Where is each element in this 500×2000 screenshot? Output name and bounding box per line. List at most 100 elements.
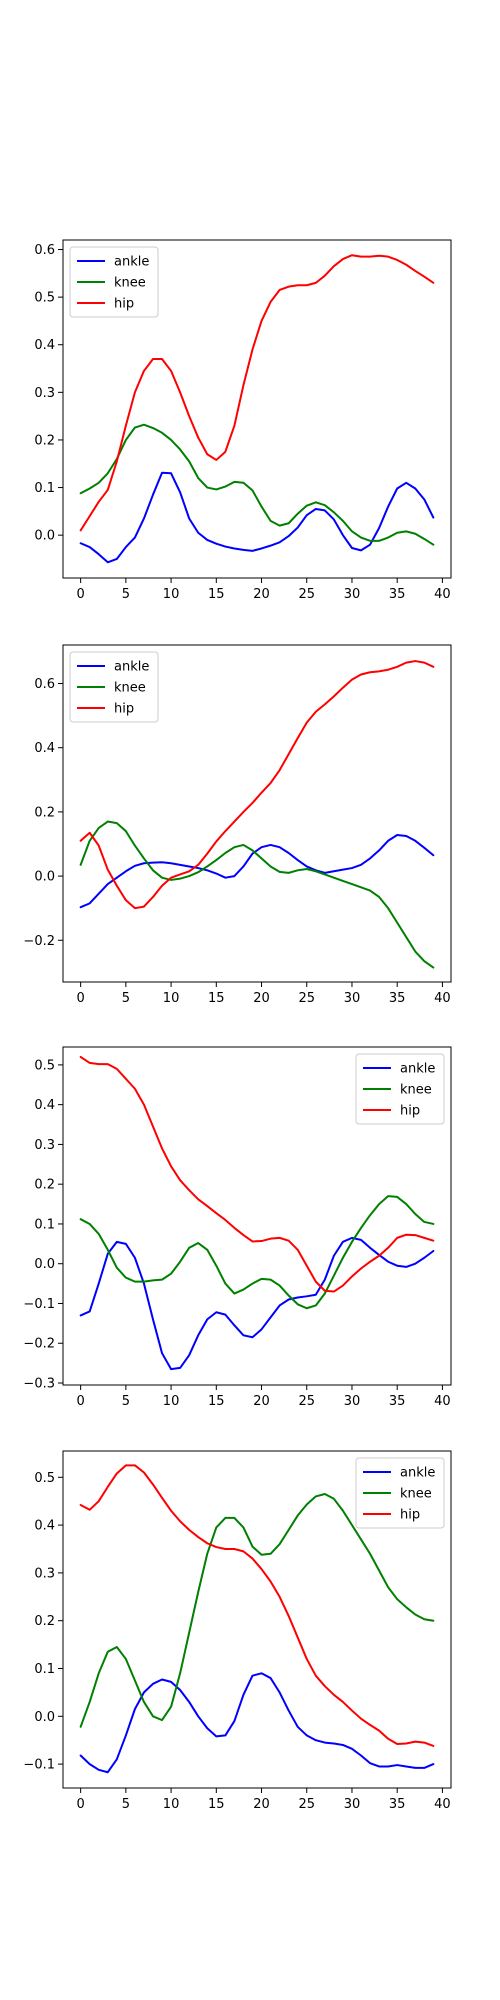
x-tick-label: 35 xyxy=(389,1394,406,1409)
legend-box xyxy=(355,1053,445,1125)
y-tick-label: 0.1 xyxy=(34,1217,55,1232)
legend-label-hip: hip xyxy=(400,1104,420,1119)
chart-panel-4: 0 5 10 15 20 25 30 35 40 −0.1 0.0 0.1 0.2 0.3 0.4 0.5 an… xyxy=(23,1450,452,1812)
x-tick-label: 5 xyxy=(122,1797,130,1812)
y-tick-label: 0.1 xyxy=(34,481,55,496)
legend-label-hip: hip xyxy=(114,297,134,312)
legend-label-hip: hip xyxy=(114,702,134,717)
x-tick-label: 25 xyxy=(298,1797,315,1812)
x-tick-label: 5 xyxy=(122,1394,130,1409)
x-tick-label: 15 xyxy=(208,991,225,1006)
y-tick-label: 0.4 xyxy=(34,338,55,353)
y-tick-label: 0.3 xyxy=(34,1566,55,1581)
legend-label-knee: knee xyxy=(114,276,146,291)
x-tick-label: 10 xyxy=(163,587,180,602)
x-tick-label: 20 xyxy=(253,1394,270,1409)
legend-label-ankle: ankle xyxy=(400,1466,435,1481)
x-tick-label: 30 xyxy=(344,1797,361,1812)
axes-frame xyxy=(62,644,452,983)
legend-label-ankle: ankle xyxy=(114,660,149,675)
x-tick-label: 30 xyxy=(344,991,361,1006)
x-tick-label: 15 xyxy=(208,1394,225,1409)
x-tick-label: 0 xyxy=(76,1797,84,1812)
series-line-hip xyxy=(79,1464,435,1747)
x-tick-label: 0 xyxy=(76,1394,84,1409)
y-tick-label: 0.2 xyxy=(34,1614,55,1629)
chart-panel-2: 0 5 10 15 20 25 30 35 40 −0.2 0.0 0.2 0.4 0.6 ankle kne… xyxy=(23,644,452,1006)
x-tick-label: 0 xyxy=(76,991,84,1006)
y-tick-label: 0.0 xyxy=(34,1710,55,1725)
x-tick-label: 0 xyxy=(76,587,84,602)
legend-box xyxy=(355,1457,445,1529)
y-tick-label: 0.5 xyxy=(34,291,55,306)
legend: ankle knee hip xyxy=(69,246,159,318)
x-tick-label: 35 xyxy=(389,1797,406,1812)
y-tick-label: 0.4 xyxy=(34,1098,55,1113)
y-tick-label: 0.2 xyxy=(34,433,55,448)
y-tick-label: 0.1 xyxy=(34,1662,55,1677)
y-tick-label: 0.3 xyxy=(34,386,55,401)
x-tick-label: 40 xyxy=(434,1797,451,1812)
axes-frame xyxy=(62,1450,452,1789)
x-tick-label: 25 xyxy=(298,587,315,602)
chart-panel-3: 0 5 10 15 20 25 30 35 40 −0.3 −0.2 −0.1 0.0 0.1 0.2 0.3… xyxy=(23,1046,452,1409)
chart-panel-1: 0 5 10 15 20 25 30 35 40 0.0 0.1 0.2 0.3 0.4 0.5 0.6 ank… xyxy=(34,239,452,602)
x-tick-label: 35 xyxy=(389,991,406,1006)
y-tick-label: 0.0 xyxy=(34,529,55,544)
series-line-ankle xyxy=(79,1672,435,1774)
x-tick-label: 25 xyxy=(298,1394,315,1409)
legend-box xyxy=(69,246,159,318)
y-tick-label: 0.5 xyxy=(34,1471,55,1486)
y-tick-label: 0.4 xyxy=(34,1519,55,1534)
x-tick-label: 20 xyxy=(253,587,270,602)
axes-frame xyxy=(62,1046,452,1386)
y-tick-label: 0.5 xyxy=(34,1058,55,1073)
legend-label-knee: knee xyxy=(400,1083,432,1098)
legend-label-ankle: ankle xyxy=(114,255,149,270)
legend-label-knee: knee xyxy=(400,1487,432,1502)
legend: ankle knee hip xyxy=(355,1457,445,1529)
legend-label-hip: hip xyxy=(400,1508,420,1523)
y-tick-label: 0.3 xyxy=(34,1138,55,1153)
x-tick-label: 30 xyxy=(344,587,361,602)
y-tick-label: 0.2 xyxy=(34,1178,55,1193)
y-tick-label: 0.6 xyxy=(34,677,55,692)
legend: ankle knee hip xyxy=(355,1053,445,1125)
x-tick-label: 40 xyxy=(434,587,451,602)
axes-frame xyxy=(62,239,452,579)
y-tick-label: 0.4 xyxy=(34,741,55,756)
y-tick-label: −0.1 xyxy=(23,1297,55,1312)
x-tick-label: 20 xyxy=(253,991,270,1006)
x-tick-label: 5 xyxy=(122,991,130,1006)
series-line-hip xyxy=(79,1055,435,1293)
x-tick-label: 15 xyxy=(208,587,225,602)
series-line-knee xyxy=(79,1493,435,1728)
series-line-knee xyxy=(79,423,435,546)
y-tick-label: 0.2 xyxy=(34,805,55,820)
legend-box xyxy=(69,651,159,723)
series-line-ankle xyxy=(79,471,435,564)
series-line-hip xyxy=(79,660,435,910)
x-tick-label: 10 xyxy=(163,991,180,1006)
x-tick-label: 40 xyxy=(434,1394,451,1409)
x-tick-label: 40 xyxy=(434,991,451,1006)
y-tick-label: 0.6 xyxy=(34,243,55,258)
y-tick-label: −0.1 xyxy=(23,1758,55,1773)
x-tick-label: 10 xyxy=(163,1394,180,1409)
series-line-hip xyxy=(79,254,435,532)
legend-label-ankle: ankle xyxy=(400,1062,435,1077)
series-line-knee xyxy=(79,1195,435,1310)
legend: ankle knee hip xyxy=(69,651,159,723)
y-tick-label: −0.2 xyxy=(23,1337,55,1352)
y-tick-label: 0.0 xyxy=(34,870,55,885)
y-tick-label: −0.3 xyxy=(23,1377,55,1392)
x-tick-label: 20 xyxy=(253,1797,270,1812)
y-tick-label: 0.0 xyxy=(34,1257,55,1272)
series-line-ankle xyxy=(79,1236,435,1371)
series-line-ankle xyxy=(79,834,435,909)
series-line-knee xyxy=(79,820,435,969)
x-tick-label: 5 xyxy=(122,587,130,602)
legend-label-knee: knee xyxy=(114,681,146,696)
x-tick-label: 25 xyxy=(298,991,315,1006)
